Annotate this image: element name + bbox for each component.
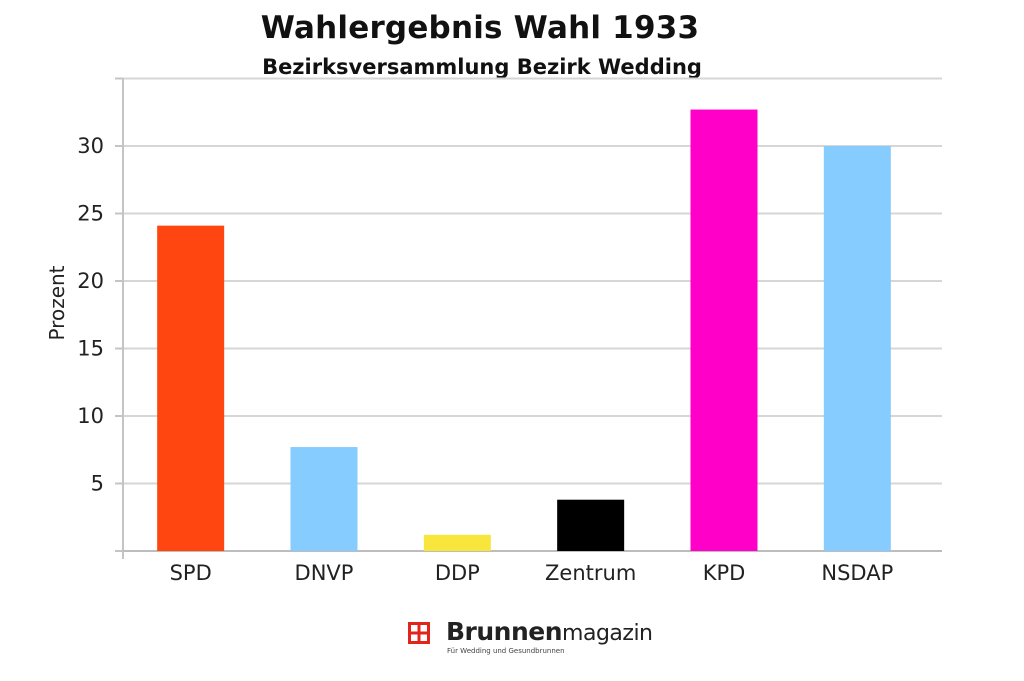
- x-tick-label: Zentrum: [545, 561, 636, 585]
- x-tick-label: DDP: [435, 561, 480, 585]
- brand-name: Brunnenmagazin: [446, 616, 653, 651]
- bar-ddp: [423, 534, 491, 551]
- y-tick-label: 30: [77, 134, 104, 158]
- chart-title: Wahlergebnis Wahl 1933: [260, 10, 700, 46]
- y-tick-label: 10: [77, 404, 104, 428]
- x-tick-label: KPD: [703, 561, 746, 585]
- bar-nsdap: [823, 146, 891, 551]
- y-tick-label: 15: [77, 337, 104, 361]
- x-tick-labels: SPD DNVP DDP Zentrum KPD NSDAP: [170, 561, 894, 585]
- axes: [115, 77, 942, 559]
- grid-lines: [123, 77, 942, 485]
- y-tick-label: 5: [91, 472, 104, 496]
- y-axis-label: Prozent: [45, 265, 69, 340]
- bar-dnvp: [290, 447, 358, 551]
- x-tick-label: NSDAP: [821, 561, 893, 585]
- brunnen-logo-icon: [408, 622, 430, 644]
- y-tick-label: 25: [77, 202, 104, 226]
- chart-subtitle: Bezirksversammlung Bezirk Wedding: [262, 55, 702, 79]
- brand-tagline: Für Wedding und Gesundbrunnen: [447, 647, 565, 655]
- bar-spd: [157, 225, 225, 551]
- y-tick-labels: 5 10 15 20 25 30: [77, 134, 104, 496]
- bars: [157, 109, 891, 552]
- bar-kpd: [690, 109, 758, 552]
- bar-zentrum: [557, 499, 625, 551]
- y-tick-label: 20: [77, 269, 104, 293]
- x-tick-label: SPD: [170, 561, 212, 585]
- x-tick-label: DNVP: [295, 561, 354, 585]
- brand-name-light: magazin: [562, 621, 653, 646]
- brand-logo-block: Brunnenmagazin Für Wedding und Gesundbru…: [408, 617, 653, 658]
- brand-name-bold: Brunnen: [446, 617, 563, 646]
